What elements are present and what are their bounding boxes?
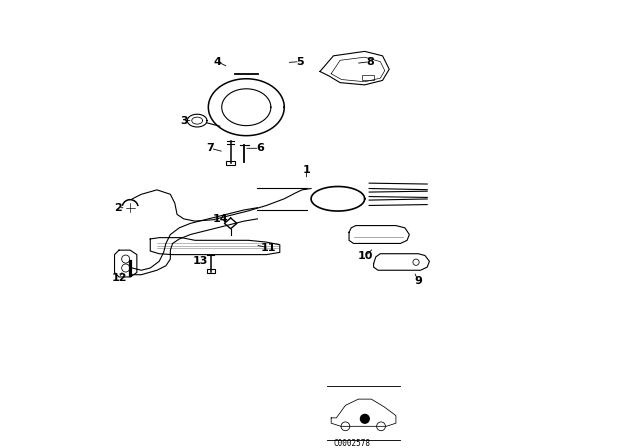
Text: 12: 12 bbox=[111, 273, 127, 283]
Text: 9: 9 bbox=[414, 276, 422, 285]
Text: 1: 1 bbox=[303, 165, 310, 175]
Text: 6: 6 bbox=[256, 143, 264, 153]
Text: 2: 2 bbox=[114, 202, 122, 213]
Bar bbox=[207, 269, 214, 273]
Text: 3: 3 bbox=[180, 116, 188, 125]
Text: 10: 10 bbox=[358, 251, 373, 261]
Text: C0002578: C0002578 bbox=[333, 439, 371, 448]
Circle shape bbox=[360, 414, 369, 423]
Text: 14: 14 bbox=[213, 214, 228, 224]
Text: 4: 4 bbox=[213, 56, 221, 67]
Text: 7: 7 bbox=[207, 143, 214, 153]
Text: 8: 8 bbox=[366, 56, 374, 67]
Text: 13: 13 bbox=[193, 256, 208, 266]
Text: 11: 11 bbox=[261, 243, 276, 253]
Text: 5: 5 bbox=[296, 56, 304, 67]
Bar bbox=[226, 161, 235, 165]
Bar bbox=[362, 75, 374, 79]
